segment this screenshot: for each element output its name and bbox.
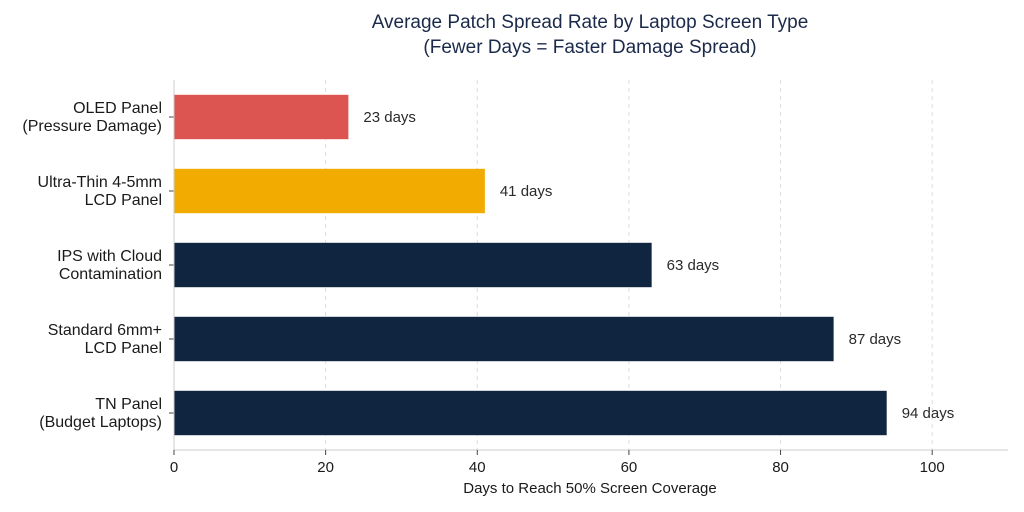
chart-title: Average Patch Spread Rate by Laptop Scre… xyxy=(372,12,809,33)
x-axis-title: Days to Reach 50% Screen Coverage xyxy=(463,480,716,497)
data-label-2: 41 days xyxy=(500,183,553,200)
category-label-2: Ultra-Thin 4-5mm LCD Panel xyxy=(38,174,162,209)
category-label-3: IPS with Cloud Contamination xyxy=(57,248,162,283)
data-label-4: 87 days xyxy=(849,331,902,348)
chart-subtitle: (Fewer Days = Faster Damage Spread) xyxy=(423,37,756,58)
bar-2 xyxy=(174,168,485,214)
x-tick-label-20: 20 xyxy=(317,459,334,476)
x-tick-label-40: 40 xyxy=(469,459,486,476)
category-label-1: OLED Panel (Pressure Damage) xyxy=(22,100,162,135)
data-label-3: 63 days xyxy=(667,257,720,274)
data-label-1: 23 days xyxy=(363,109,416,126)
category-label-5: TN Panel (Budget Laptops) xyxy=(39,396,162,431)
bars: 23 days 41 days 63 days 87 days 94 days xyxy=(174,94,955,436)
x-tick-label-0: 0 xyxy=(170,459,178,476)
bar-5 xyxy=(174,390,887,436)
data-label-5: 94 days xyxy=(902,405,955,422)
x-tick-label-60: 60 xyxy=(621,459,638,476)
x-tick-label-100: 100 xyxy=(920,459,945,476)
bar-4 xyxy=(174,316,834,362)
bar-1 xyxy=(174,94,349,140)
category-label-4: Standard 6mm+ LCD Panel xyxy=(48,322,162,357)
x-axis: 0 20 40 60 80 100 xyxy=(170,80,1008,476)
category-labels: OLED Panel (Pressure Damage) Ultra-Thin 4-… xyxy=(22,100,174,431)
bar-3 xyxy=(174,242,652,288)
x-tick-label-80: 80 xyxy=(772,459,789,476)
